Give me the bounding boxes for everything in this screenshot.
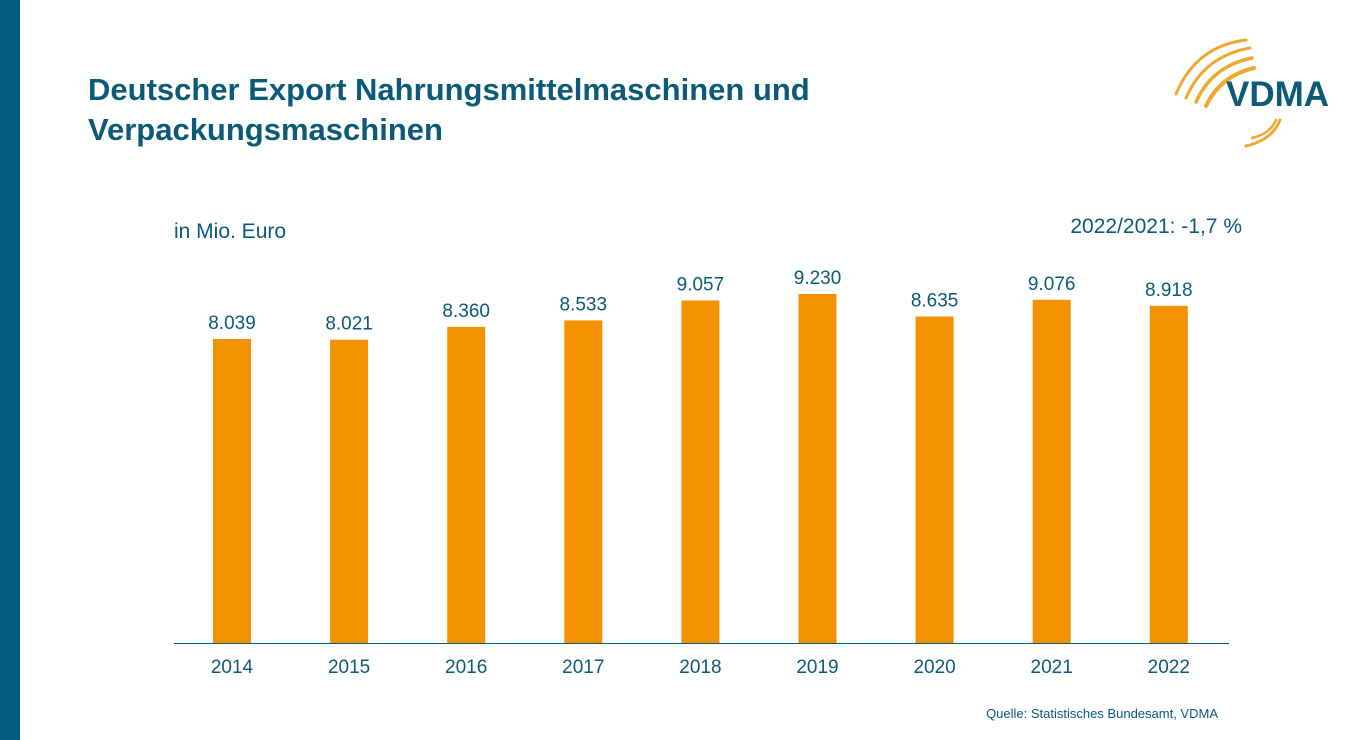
- logo-text: VDMA: [1226, 75, 1329, 114]
- logo-swoosh-icon: [1174, 38, 1282, 148]
- bar-2021: [1032, 299, 1071, 643]
- page-title: Deutscher Export Nahrungsmittelmaschinen…: [88, 70, 988, 150]
- side-accent-bar: [0, 0, 20, 740]
- vdma-logo: VDMA: [1168, 36, 1348, 152]
- x-tick-label-2018: 2018: [679, 657, 721, 678]
- data-label-group: 8.039 8.021 8.360 8.533 9.057 9.230 8.635 9.076…: [208, 268, 1192, 335]
- x-tick-label-2019: 2019: [796, 657, 838, 678]
- page-title-line-1: Deutscher Export Nahrungsmittelmaschinen…: [88, 72, 810, 107]
- x-tick-label-2020: 2020: [913, 657, 955, 678]
- bar-2018: [681, 300, 720, 643]
- bar-2017: [564, 320, 603, 643]
- bar-2015: [330, 339, 369, 643]
- bar-2022: [1149, 305, 1188, 643]
- bar-2019: [798, 294, 837, 643]
- x-tick-label-2016: 2016: [445, 657, 487, 678]
- data-label-2017: 8.533: [560, 294, 608, 315]
- bar-2020: [915, 316, 954, 643]
- x-tick-label-2015: 2015: [328, 657, 370, 678]
- year-over-year-change-label: 2022/2021: -1,7 %: [1070, 215, 1242, 238]
- data-label-2020: 8.635: [911, 291, 959, 312]
- data-label-2022: 8.918: [1145, 280, 1193, 301]
- x-tick-label-2014: 2014: [211, 657, 254, 678]
- vdma-logo-graphic: VDMA: [1174, 38, 1329, 148]
- x-tick-label-2021: 2021: [1031, 657, 1073, 678]
- data-label-2021: 9.076: [1028, 274, 1076, 295]
- data-label-2014: 8.039: [208, 313, 256, 334]
- data-label-2016: 8.360: [442, 301, 490, 322]
- data-label-2015: 8.021: [325, 314, 373, 335]
- x-tick-label-2022: 2022: [1148, 657, 1190, 678]
- bar-2014: [213, 339, 251, 643]
- source-note: Quelle: Statistisches Bundesamt, VDMA: [986, 706, 1218, 721]
- y-axis-unit-label: in Mio. Euro: [174, 220, 287, 243]
- data-label-2019: 9.230: [794, 268, 842, 289]
- bar-2016: [447, 326, 486, 643]
- page-title-line-2: Verpackungsmaschinen: [88, 112, 443, 147]
- data-label-2018: 9.057: [677, 275, 725, 296]
- x-tick-label-2017: 2017: [562, 657, 604, 678]
- bar-group: [213, 294, 1188, 643]
- x-tick-label-group: 2014 2015 2016 2017 2018 2019 2020 2021 2022: [211, 657, 1190, 678]
